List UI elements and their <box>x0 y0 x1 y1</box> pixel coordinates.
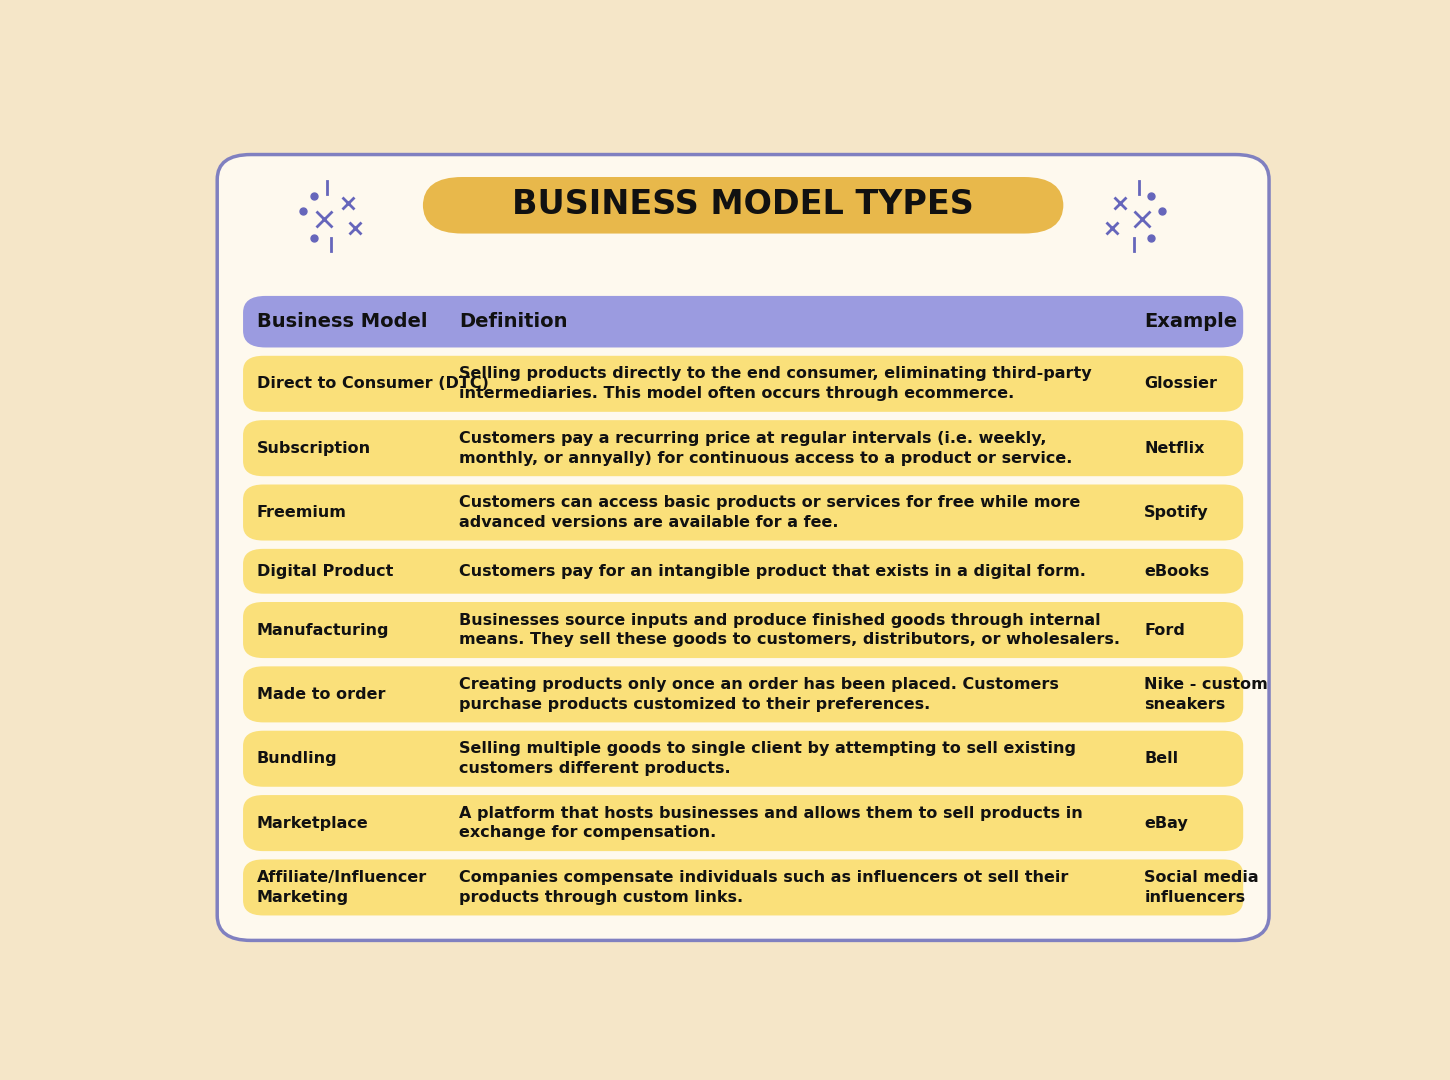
Text: Manufacturing: Manufacturing <box>257 622 389 637</box>
Text: Business Model: Business Model <box>257 312 428 332</box>
Text: Ford: Ford <box>1144 622 1185 637</box>
FancyBboxPatch shape <box>244 296 1243 348</box>
Text: Creating products only once an order has been placed. Customers
purchase product: Creating products only once an order has… <box>458 677 1058 712</box>
FancyBboxPatch shape <box>244 795 1243 851</box>
Text: Marketplace: Marketplace <box>257 815 368 831</box>
FancyBboxPatch shape <box>244 549 1243 594</box>
Text: Businesses source inputs and produce finished goods through internal
means. They: Businesses source inputs and produce fin… <box>458 612 1119 647</box>
FancyBboxPatch shape <box>244 666 1243 723</box>
FancyBboxPatch shape <box>218 154 1269 941</box>
Text: Bundling: Bundling <box>257 752 338 766</box>
Text: Selling multiple goods to single client by attempting to sell existing
customers: Selling multiple goods to single client … <box>458 741 1076 777</box>
Text: Companies compensate individuals such as influencers ot sell their
products thro: Companies compensate individuals such as… <box>458 870 1069 905</box>
Text: Made to order: Made to order <box>257 687 386 702</box>
FancyBboxPatch shape <box>244 602 1243 658</box>
Text: Subscription: Subscription <box>257 441 371 456</box>
FancyBboxPatch shape <box>423 177 1063 233</box>
FancyBboxPatch shape <box>244 485 1243 541</box>
FancyBboxPatch shape <box>244 420 1243 476</box>
Text: Spotify: Spotify <box>1144 505 1209 521</box>
Text: Direct to Consumer (DTC): Direct to Consumer (DTC) <box>257 376 489 391</box>
Text: Digital Product: Digital Product <box>257 564 393 579</box>
Text: eBooks: eBooks <box>1144 564 1209 579</box>
Text: Example: Example <box>1144 312 1237 332</box>
Text: eBay: eBay <box>1144 815 1188 831</box>
Text: Freemium: Freemium <box>257 505 347 521</box>
Text: Customers pay for an intangible product that exists in a digital form.: Customers pay for an intangible product … <box>458 564 1086 579</box>
Text: Selling products directly to the end consumer, eliminating third-party
intermedi: Selling products directly to the end con… <box>458 366 1092 401</box>
FancyBboxPatch shape <box>244 355 1243 411</box>
Text: Affiliate/Influencer
Marketing: Affiliate/Influencer Marketing <box>257 870 426 905</box>
Text: Nike - custom
sneakers: Nike - custom sneakers <box>1144 677 1269 712</box>
Text: Customers can access basic products or services for free while more
advanced ver: Customers can access basic products or s… <box>458 495 1080 530</box>
Text: BUSINESS MODEL TYPES: BUSINESS MODEL TYPES <box>512 188 974 221</box>
Text: Customers pay a recurring price at regular intervals (i.e. weekly,
monthly, or a: Customers pay a recurring price at regul… <box>458 431 1072 465</box>
Text: Glossier: Glossier <box>1144 376 1218 391</box>
Text: Social media
influencers: Social media influencers <box>1144 870 1259 905</box>
FancyBboxPatch shape <box>244 731 1243 786</box>
Text: Netflix: Netflix <box>1144 441 1205 456</box>
Text: Bell: Bell <box>1144 752 1179 766</box>
Text: A platform that hosts businesses and allows them to sell products in
exchange fo: A platform that hosts businesses and all… <box>458 806 1083 840</box>
FancyBboxPatch shape <box>244 860 1243 916</box>
Text: Definition: Definition <box>458 312 567 332</box>
